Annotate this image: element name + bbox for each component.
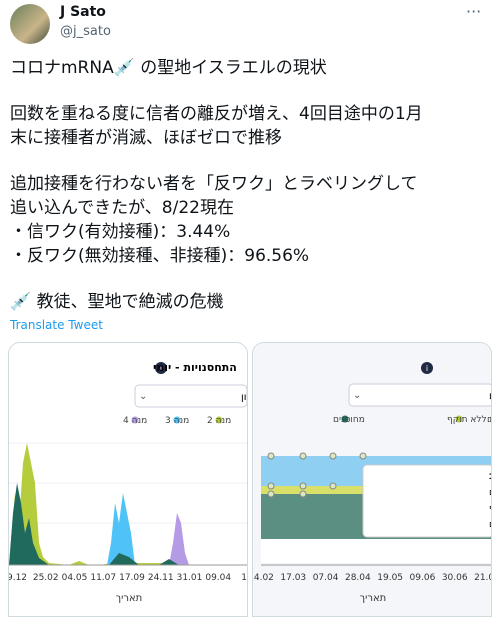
x-tick-label: 24.11 [148, 573, 174, 583]
legend-label: סנים [487, 415, 492, 425]
tooltip-line: 67.16% מחוסנים ללא תוקף [489, 504, 492, 514]
dropdown[interactable]: אחרון [241, 392, 248, 403]
legend-label: מחוסנים ללא תוקף [447, 415, 492, 425]
text-line: ・信ワク(有効接種)：3.44% [10, 222, 231, 242]
paragraph: 追加接種を行わない者を「反ワク」とラベリングして 追い込んできたが、8/22現在・… [10, 172, 495, 268]
text-line: 💉 教徒、聖地で絶滅の危機 [10, 292, 224, 312]
x-tick-label: 04.05 [62, 573, 88, 583]
x-tick-label: 25.02 [33, 573, 59, 583]
x-tick-label: 09.04 [205, 573, 231, 583]
avatar[interactable] [10, 4, 50, 44]
legend-label: מחוסנים [333, 415, 365, 425]
image-right[interactable]: i ⌄ ם מצטבר התחסנות, אחוז, 6 חודשים מחוסני… [252, 342, 492, 617]
paragraph: 💉 教徒、聖地で絶滅の危機 [10, 290, 495, 314]
svg-text:i: i [426, 364, 428, 373]
dropdown[interactable]: התחסנות, אחוז, 6 חודשים [489, 391, 492, 402]
tweet-text: コロナmRNA💉 の聖地イスラエルの現状回数を重ねる度に信者の離反が増え、4回目… [10, 56, 495, 336]
x-tick-label: 28.04 [345, 573, 371, 583]
x-tick-label: 17.03 [280, 573, 306, 583]
tooltip-line: 22.08.22 'ב [489, 471, 492, 482]
translate-link[interactable]: Translate Tweet [10, 318, 103, 332]
text-line: コロナmRNA💉 の聖地イスラエルの現状 [10, 58, 327, 78]
x-tick-label: 11.07 [90, 573, 116, 583]
text-line: 追い込んできたが、8/22現在 [10, 198, 234, 218]
x-tick-label: 19.05 [377, 573, 403, 583]
chart-image: i ⌄ ם מצטבר התחסנות, אחוז, 6 חודשים מחוסני… [253, 343, 492, 616]
image-left[interactable]: i ⌄ התחסנויות - יומי אחרון מנה 4 מנה 3 מנה 2… [8, 342, 248, 617]
image-title: ם מצטבר [491, 361, 492, 374]
paragraph: 回数を重ねる度に信者の離反が増え、4回目途中の1月 末に接種者が消滅、ほぼゼロで推… [10, 102, 495, 150]
text-line: 追加接種を行わない者を「反ワク」とラベリングして [10, 174, 418, 194]
tooltip-line: 29.4% לא מחוסנים [489, 520, 492, 530]
x-tick-label: 21.07 [474, 573, 492, 583]
tooltip-line: 3.44% מחוסנים [489, 488, 492, 498]
text-line: 末に接種者が消滅、ほぼゼロで推移 [10, 128, 282, 148]
svg-text:i: i [160, 364, 162, 373]
text-line: ・反ワク(無効接種、非接種)：96.56% [10, 246, 310, 266]
x-axis-label: תאריך [116, 593, 143, 604]
more-menu[interactable]: ··· [466, 2, 482, 21]
author-name[interactable]: J Sato [60, 4, 106, 20]
x-tick-label: 16 [241, 573, 248, 583]
text-line: 回数を重ねる度に信者の離反が増え、4回目途中の1月 [10, 104, 423, 124]
paragraph: コロナmRNA💉 の聖地イスラエルの現状 [10, 56, 495, 80]
svg-text:⌄: ⌄ [139, 391, 147, 402]
legend-label: מנה 2 [207, 416, 231, 426]
x-tick-label: 09.06 [410, 573, 436, 583]
x-tick-label: 9.12 [9, 573, 27, 583]
legend-label: מנה 3 [165, 416, 189, 426]
x-axis-label: תאריך [360, 593, 387, 604]
x-tick-label: 31.01 [177, 573, 203, 583]
x-tick-label: 17.09 [119, 573, 145, 583]
image-title: התחסנויות - יומי [153, 361, 237, 374]
x-tick-label: 30.06 [442, 573, 468, 583]
legend-label: מנה 4 [123, 416, 147, 426]
x-tick-label: 24.02 [253, 573, 274, 583]
chart-image: i ⌄ התחסנויות - יומי אחרון מנה 4 מנה 3 מנה 2… [9, 343, 248, 616]
x-tick-label: 07.04 [313, 573, 339, 583]
handle[interactable]: @j_sato [60, 24, 111, 39]
svg-text:⌄: ⌄ [353, 390, 361, 401]
